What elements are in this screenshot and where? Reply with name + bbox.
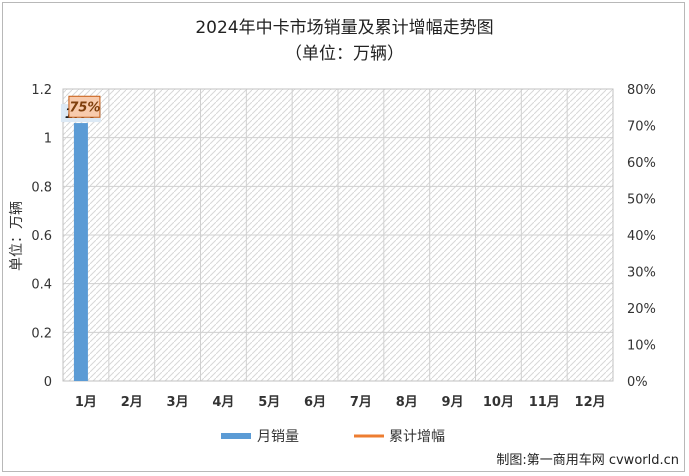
x-tick-label: 11月 (529, 395, 560, 410)
line-data-label: 75% (69, 100, 100, 115)
x-tick-label: 2月 (121, 395, 143, 410)
y-right-tick-label: 30% (627, 266, 656, 281)
y-left-tick-label: 0.2 (31, 326, 52, 341)
y-left-tick-label: 0.4 (31, 278, 52, 293)
x-tick-label: 1月 (75, 395, 97, 410)
watermark: 制图:第一商用车网 cvworld.cn (496, 453, 679, 468)
y-left-tick-label: 0 (44, 375, 52, 390)
x-tick-label: 4月 (212, 395, 234, 410)
x-tick-label: 8月 (396, 395, 418, 410)
y-right-tick-label: 60% (627, 156, 656, 171)
bar (73, 123, 88, 382)
y-right-tick-label: 70% (627, 120, 656, 135)
x-tick-label: 3月 (167, 395, 189, 410)
y-left-tick-label: 1 (44, 132, 52, 147)
x-tick-label: 5月 (258, 395, 280, 410)
legend-label-line: 累计增幅 (389, 429, 445, 445)
y-right-tick-label: 40% (627, 229, 656, 244)
x-tick-label: 7月 (350, 395, 372, 410)
x-tick-label: 6月 (304, 395, 326, 410)
y-left-tick-label: 0.6 (31, 229, 52, 244)
line-label-box (68, 95, 101, 118)
chart-subtitle: （单位：万辆） (285, 44, 404, 64)
y-left-tick-label: 0.8 (31, 180, 52, 195)
y-right-tick-label: 20% (627, 302, 656, 317)
legend-label-bar: 月销量 (257, 429, 299, 445)
y-right-tick-label: 50% (627, 193, 656, 208)
legend-swatch-bar (221, 433, 251, 439)
x-tick-label: 12月 (575, 395, 606, 410)
x-tick-label: 9月 (442, 395, 464, 410)
y-right-tick-label: 80% (627, 83, 656, 98)
y-right-tick-label: 0% (627, 375, 648, 390)
plot-border (62, 88, 614, 382)
y-left-tick-label: 1.2 (31, 83, 52, 98)
y-right-tick-label: 10% (627, 339, 656, 354)
chart-title: 2024年中卡市场销量及累计增幅走势图 (195, 18, 494, 38)
x-tick-label: 10月 (483, 395, 514, 410)
